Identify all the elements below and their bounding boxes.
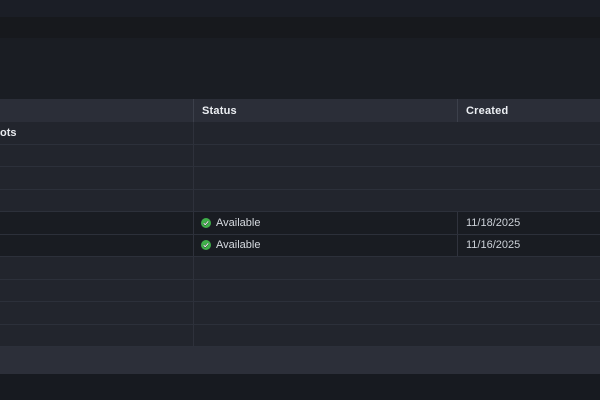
column-header-created[interactable]: Created bbox=[457, 99, 600, 122]
status-cell: Available bbox=[193, 234, 457, 256]
created-cell bbox=[457, 122, 600, 144]
status-cell bbox=[193, 189, 457, 211]
table-row bbox=[0, 144, 600, 167]
page-header-band bbox=[0, 17, 600, 38]
row-label-cell bbox=[0, 257, 193, 279]
table-row bbox=[0, 189, 600, 212]
table-footer-band bbox=[0, 347, 600, 374]
row-label-cell bbox=[0, 280, 193, 302]
table-row: ots bbox=[0, 122, 600, 145]
status-cell bbox=[193, 324, 457, 346]
top-nav-bar bbox=[0, 0, 600, 17]
status-badge: Available bbox=[216, 216, 261, 229]
table-row bbox=[0, 279, 600, 302]
row-label-cell bbox=[0, 212, 193, 234]
row-label-cell bbox=[0, 167, 193, 189]
toolbar-band bbox=[0, 38, 600, 99]
created-cell: 11/16/2025 bbox=[457, 234, 600, 256]
table-row bbox=[0, 257, 600, 280]
table-row-snapshot[interactable]: Available 11/18/2025 bbox=[0, 212, 600, 235]
created-cell bbox=[457, 257, 600, 279]
created-date: 11/18/2025 bbox=[466, 216, 521, 229]
status-cell bbox=[193, 279, 457, 301]
table-body: ots bbox=[0, 122, 600, 347]
status-badge: Available bbox=[216, 239, 261, 252]
created-cell bbox=[457, 145, 600, 167]
page-bottom-band bbox=[0, 374, 600, 400]
created-cell: 11/18/2025 bbox=[457, 212, 600, 234]
column-header-primary[interactable] bbox=[0, 99, 193, 122]
status-cell bbox=[193, 122, 457, 144]
row-label-cell bbox=[0, 235, 193, 257]
created-cell bbox=[457, 167, 600, 189]
row-label-cell bbox=[0, 325, 193, 347]
created-cell bbox=[457, 325, 600, 347]
status-cell bbox=[193, 257, 457, 279]
status-cell bbox=[193, 302, 457, 324]
status-cell bbox=[193, 167, 457, 189]
table-header-row: Status Created bbox=[0, 99, 600, 122]
status-cell: Available bbox=[193, 212, 457, 234]
truncated-group-label: ots bbox=[0, 126, 17, 139]
row-label-cell bbox=[0, 190, 193, 212]
created-date: 11/16/2025 bbox=[466, 239, 521, 252]
table-row-snapshot[interactable]: Available 11/16/2025 bbox=[0, 234, 600, 257]
check-circle-icon bbox=[201, 217, 211, 228]
created-cell bbox=[457, 190, 600, 212]
row-label-cell bbox=[0, 302, 193, 324]
status-cell bbox=[193, 144, 457, 166]
row-label-cell bbox=[0, 145, 193, 167]
created-cell bbox=[457, 280, 600, 302]
snapshots-table: Status Created ots bbox=[0, 99, 600, 347]
table-row bbox=[0, 324, 600, 347]
column-header-status[interactable]: Status bbox=[193, 99, 457, 122]
check-circle-icon bbox=[201, 240, 211, 251]
table-row bbox=[0, 167, 600, 190]
created-cell bbox=[457, 302, 600, 324]
row-label-cell: ots bbox=[0, 122, 193, 144]
table-row bbox=[0, 302, 600, 325]
